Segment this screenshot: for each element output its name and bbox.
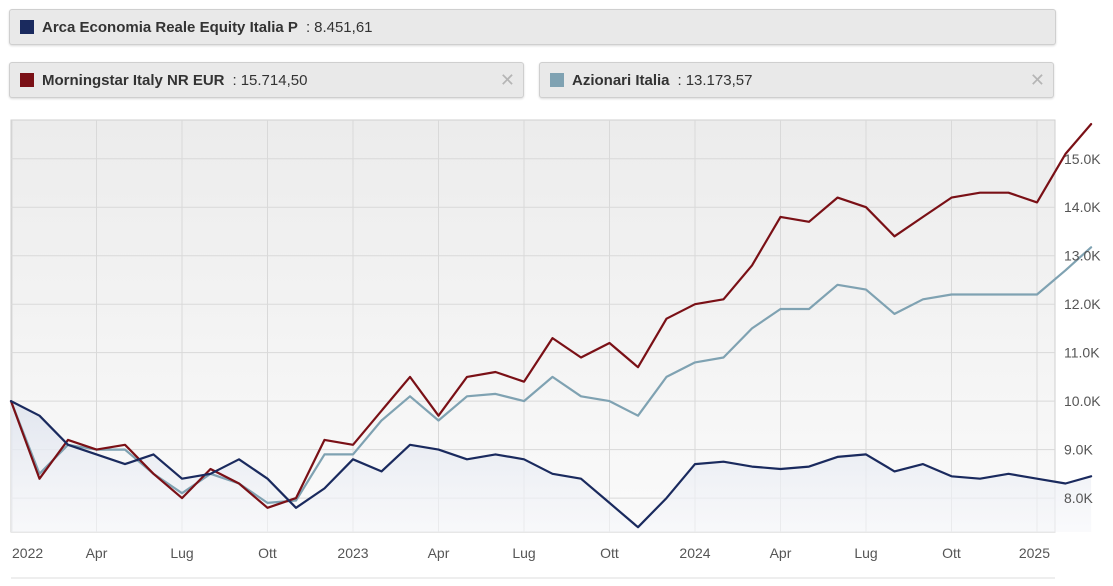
legend-item-benchmark: Morningstar Italy NR EUR : 15.714,50 ✕ <box>9 62 524 98</box>
legend-series-name: Morningstar Italy NR EUR <box>42 71 225 89</box>
y-tick-label: 12.0K <box>1064 296 1101 312</box>
legend-series-name: Arca Economia Reale Equity Italia P <box>42 18 298 36</box>
legend-series-value: 15.714,50 <box>240 71 308 89</box>
x-tick-label: Apr <box>86 545 108 561</box>
series-line-2 <box>9 246 1093 504</box>
x-axis-tick-labels: 2022 Apr Lug Ott 2023 Apr Lug Ott 2024 Apr Lug Ott 2… <box>12 545 1050 561</box>
fund-area <box>11 401 1092 532</box>
y-tick-label: 8.0K <box>1064 490 1093 506</box>
series-line-1 <box>9 122 1093 509</box>
x-tick-label: 2025 <box>1019 545 1050 561</box>
y-tick-label: 10.0K <box>1064 393 1101 409</box>
legend-item-category: Azionari Italia : 13.173,57 ✕ <box>539 62 1054 98</box>
x-tick-label: 2022 <box>12 545 43 561</box>
y-tick-label: 9.0K <box>1064 442 1093 458</box>
x-tick-label: 2023 <box>337 545 368 561</box>
legend-separator: : <box>305 18 311 36</box>
x-tick-label: 2024 <box>679 545 710 561</box>
x-tick-label: Lug <box>854 545 877 561</box>
x-tick-label: Apr <box>770 545 792 561</box>
fund-area-fill <box>11 401 1092 532</box>
y-tick-label: 14.0K <box>1064 199 1101 215</box>
x-tick-label: Lug <box>170 545 193 561</box>
x-tick-label: Lug <box>512 545 535 561</box>
series-line-0 <box>9 400 1093 529</box>
legend-item-fund: Arca Economia Reale Equity Italia P : 8.… <box>9 9 1056 45</box>
series-color-swatch <box>550 73 564 87</box>
y-tick-label: 15.0K <box>1064 151 1101 167</box>
x-tick-label: Ott <box>942 545 961 561</box>
y-tick-label: 13.0K <box>1064 248 1101 264</box>
legend-series-name: Azionari Italia <box>572 71 670 89</box>
y-tick-label: 11.0K <box>1064 345 1100 361</box>
legend-separator: : <box>677 71 682 89</box>
legend-separator: : <box>232 71 237 89</box>
legend-series-value: 13.173,57 <box>685 71 753 89</box>
series-color-swatch <box>20 20 34 34</box>
x-tick-label: Ott <box>600 545 619 561</box>
y-axis-tick-labels: 8.0K 9.0K 10.0K 11.0K 12.0K 13.0K 14.0K 15.0K <box>1064 151 1101 506</box>
close-icon[interactable]: ✕ <box>499 70 515 90</box>
legend-series-value: 8.451,61 <box>314 18 373 36</box>
x-tick-label: Apr <box>428 545 450 561</box>
close-icon[interactable]: ✕ <box>1029 70 1045 90</box>
series-lines <box>9 122 1093 529</box>
series-color-swatch <box>20 73 34 87</box>
x-tick-label: Ott <box>258 545 277 561</box>
